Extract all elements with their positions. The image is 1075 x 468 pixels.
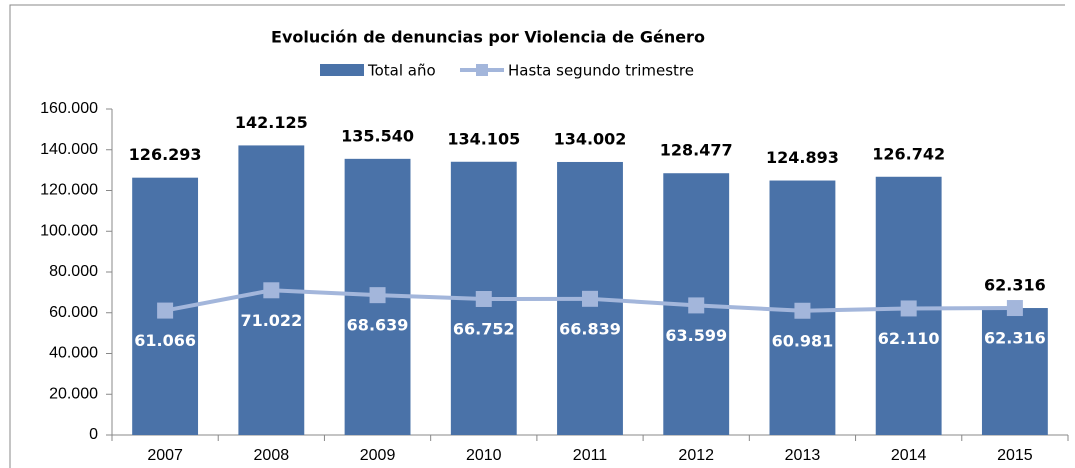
y-tick-label: 100.000 [40, 222, 98, 239]
line-value-label: 62.110 [878, 329, 940, 348]
line-marker [263, 282, 280, 299]
x-tick-label: 2013 [785, 447, 821, 464]
chart-border [9, 4, 1065, 468]
line-marker [1006, 300, 1023, 317]
y-tick-label: 60.000 [49, 304, 98, 321]
bar-value-label: 126.293 [129, 145, 202, 164]
legend-swatch [320, 64, 364, 76]
legend-label: Total año [367, 62, 436, 80]
line-value-label: 62.316 [984, 329, 1046, 348]
y-tick-label: 140.000 [40, 141, 98, 158]
legend-swatch [476, 64, 488, 76]
x-tick-label: 2010 [466, 447, 502, 464]
y-tick-label: 40.000 [49, 345, 98, 362]
bar-value-label: 135.540 [341, 126, 414, 145]
line-marker [157, 302, 174, 319]
bar-value-label: 62.316 [984, 276, 1046, 295]
y-tick-label: 120.000 [40, 182, 98, 199]
bar-value-label: 134.105 [447, 129, 520, 148]
y-tick-label: 0 [89, 426, 98, 443]
bar-value-label: 126.742 [872, 144, 945, 163]
x-tick-label: 2012 [678, 447, 714, 464]
y-tick-label: 20.000 [49, 385, 98, 402]
x-tick-label: 2008 [254, 447, 290, 464]
x-tick-label: 2015 [997, 447, 1033, 464]
line-marker [688, 297, 705, 314]
x-tick-label: 2011 [573, 447, 608, 464]
x-tick-label: 2009 [360, 447, 396, 464]
line-value-label: 71.022 [240, 311, 302, 330]
line-value-label: 66.752 [453, 319, 515, 338]
line-value-label: 61.066 [134, 331, 196, 350]
line-marker [794, 302, 811, 319]
x-tick-label: 2007 [147, 447, 183, 464]
line-value-label: 66.839 [559, 319, 621, 338]
line-marker [475, 290, 492, 307]
y-tick-label: 160.000 [40, 100, 98, 117]
line-value-label: 68.639 [347, 316, 409, 335]
legend-label: Hasta segundo trimestre [508, 62, 694, 80]
y-tick-label: 80.000 [49, 263, 98, 280]
line-marker [582, 290, 598, 307]
line-value-label: 63.599 [665, 326, 727, 345]
line-marker [900, 300, 917, 317]
line-marker [369, 287, 386, 304]
bar-value-label: 134.002 [554, 129, 627, 148]
bar-value-label: 142.125 [235, 113, 308, 132]
chart-title: Evolución de denuncias por Violencia de … [271, 28, 705, 47]
bar-value-label: 124.893 [766, 148, 839, 167]
bar [981, 308, 1048, 435]
bar-value-label: 128.477 [660, 141, 733, 160]
x-tick-label: 2014 [891, 447, 927, 464]
line-value-label: 60.981 [772, 331, 834, 350]
